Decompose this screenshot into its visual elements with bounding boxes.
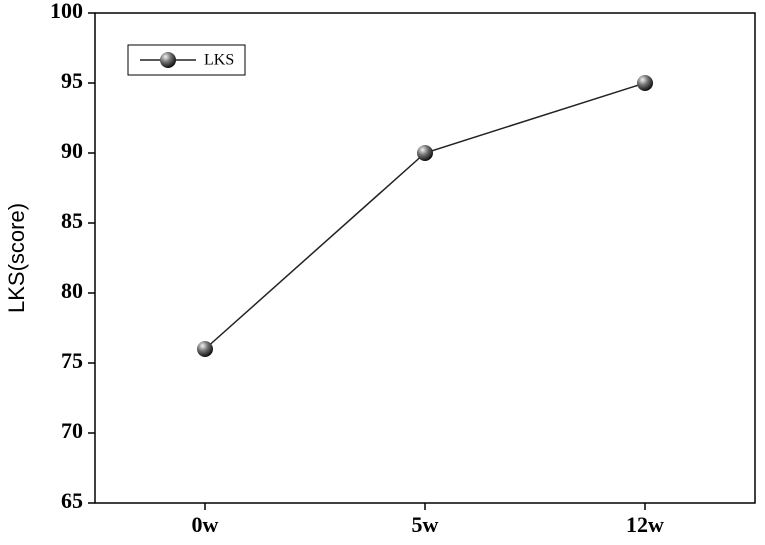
x-tick-label: 5w xyxy=(412,512,439,537)
legend-label: LKS xyxy=(204,52,234,69)
y-tick-label: 90 xyxy=(61,138,83,163)
y-tick-label: 70 xyxy=(61,418,83,443)
y-axis-title: LKS(score) xyxy=(4,203,29,313)
y-tick-label: 100 xyxy=(50,0,83,23)
y-tick-label: 80 xyxy=(61,278,83,303)
data-point xyxy=(417,145,433,161)
x-tick-label: 0w xyxy=(192,512,219,537)
legend-marker xyxy=(160,52,176,68)
y-tick-label: 75 xyxy=(61,348,83,373)
y-tick-label: 85 xyxy=(61,208,83,233)
plot-frame xyxy=(94,12,756,504)
y-tick-label: 95 xyxy=(61,68,83,93)
data-point xyxy=(637,75,653,91)
y-tick-label: 65 xyxy=(61,488,83,513)
data-point xyxy=(197,341,213,357)
series-line xyxy=(204,82,646,350)
x-tick-label: 12w xyxy=(626,512,664,537)
